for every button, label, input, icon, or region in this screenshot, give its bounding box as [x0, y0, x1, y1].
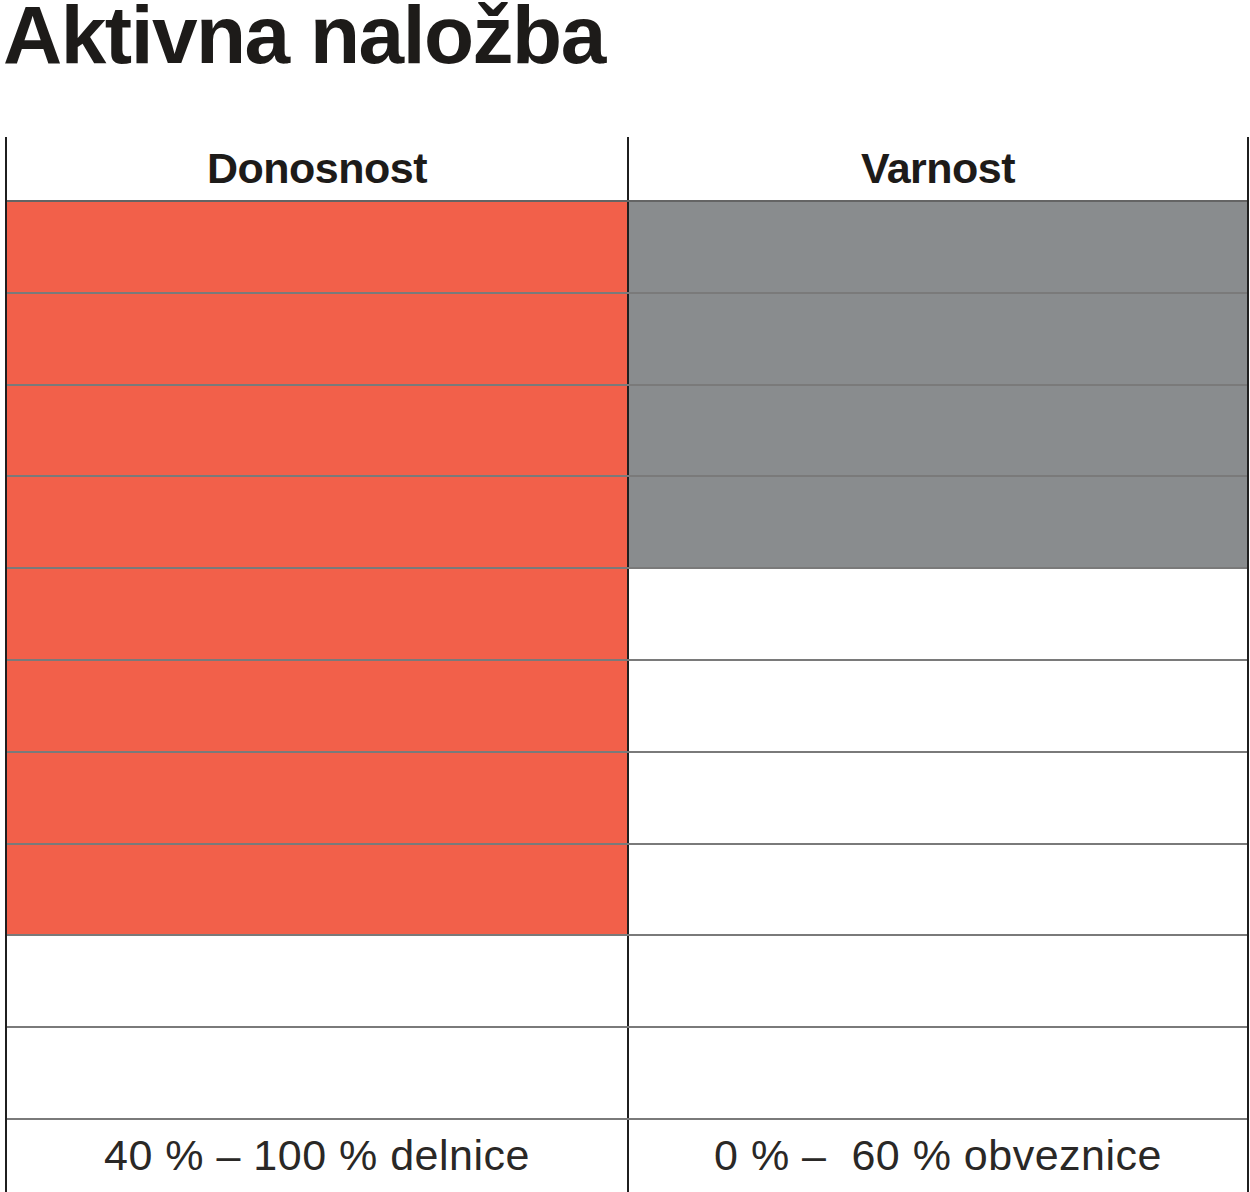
table-header-row: Donosnost Varnost	[7, 137, 1247, 202]
donosnost-cell	[7, 1028, 627, 1118]
table-row	[7, 477, 1247, 569]
header-cell-varnost: Varnost	[627, 137, 1247, 200]
varnost-cell	[627, 661, 1247, 751]
varnost-cell	[627, 477, 1247, 567]
varnost-cell	[627, 1028, 1247, 1118]
donosnost-cell	[7, 753, 627, 843]
varnost-cell	[627, 936, 1247, 1026]
table-row	[7, 845, 1247, 937]
varnost-cell	[627, 569, 1247, 659]
footer-cell-donosnost: 40 % – 100 % delnice	[7, 1120, 627, 1192]
donosnost-cell	[7, 845, 627, 935]
column-header-donosnost: Donosnost	[207, 144, 427, 193]
table-row	[7, 1028, 1247, 1120]
donosnost-cell	[7, 661, 627, 751]
table-row	[7, 661, 1247, 753]
donosnost-cell	[7, 202, 627, 292]
table-body	[7, 202, 1247, 1120]
table-footer-row: 40 % – 100 % delnice 0 % – 60 % obveznic…	[7, 1120, 1247, 1192]
table-row	[7, 569, 1247, 661]
rating-table: Donosnost Varnost 40 % – 100 % delnice 0…	[5, 137, 1249, 1192]
table-row	[7, 936, 1247, 1028]
varnost-cell	[627, 202, 1247, 292]
donosnost-cell	[7, 386, 627, 476]
range-label-delnice: 40 % – 100 % delnice	[104, 1131, 530, 1180]
footer-cell-varnost: 0 % – 60 % obveznice	[627, 1120, 1247, 1192]
range-label-obveznice: 0 % – 60 % obveznice	[714, 1131, 1162, 1180]
header-cell-donosnost: Donosnost	[7, 137, 627, 200]
table-row	[7, 386, 1247, 478]
donosnost-cell	[7, 294, 627, 384]
donosnost-cell	[7, 477, 627, 567]
column-header-varnost: Varnost	[861, 144, 1015, 193]
table-row	[7, 294, 1247, 386]
table-row	[7, 202, 1247, 294]
table-row	[7, 753, 1247, 845]
donosnost-cell	[7, 569, 627, 659]
donosnost-cell	[7, 936, 627, 1026]
varnost-cell	[627, 845, 1247, 935]
varnost-cell	[627, 294, 1247, 384]
varnost-cell	[627, 753, 1247, 843]
page-title: Aktivna naložba	[3, 0, 605, 69]
varnost-cell	[627, 386, 1247, 476]
